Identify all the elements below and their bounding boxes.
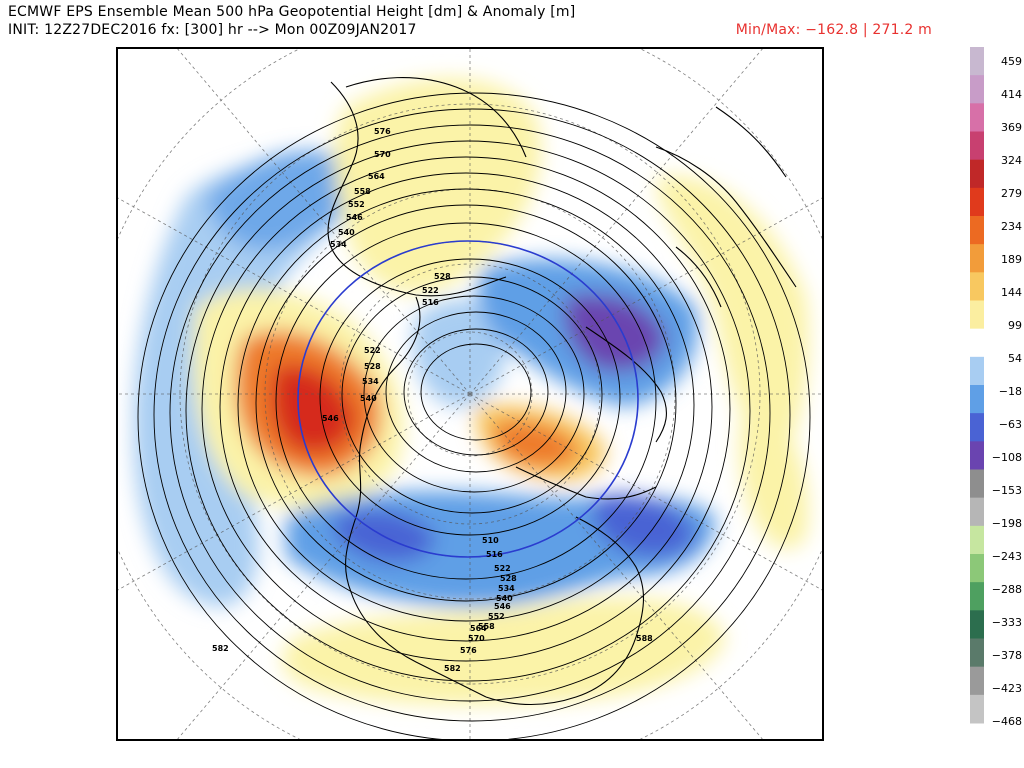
contour-label: 546 bbox=[494, 602, 511, 611]
colorbar-tick-label: −378 bbox=[992, 649, 1022, 662]
colorbar-swatch bbox=[970, 328, 984, 358]
contour-label: 528 bbox=[434, 272, 451, 281]
colorbar-swatch bbox=[970, 441, 984, 470]
contour-label: 528 bbox=[500, 574, 517, 583]
colorbar-tick-label: −153 bbox=[992, 484, 1022, 497]
contour-label: 552 bbox=[348, 200, 365, 209]
graticule bbox=[116, 47, 824, 741]
colorbar-swatch bbox=[970, 694, 984, 724]
colorbar-swatch bbox=[970, 216, 984, 245]
colorbar-tick-label: 189 bbox=[1001, 253, 1022, 266]
map-frame bbox=[116, 47, 824, 741]
colorbar-tick-label: 414 bbox=[1001, 88, 1022, 101]
colorbar-tick-label: 54 bbox=[1008, 352, 1022, 365]
contour-label: 522 bbox=[422, 286, 439, 295]
negative-anomaly-eurasia-core bbox=[564, 294, 666, 371]
colorbar-swatch bbox=[970, 554, 984, 583]
contour-label: 576 bbox=[460, 646, 477, 655]
colorbar-tick-label: −198 bbox=[992, 517, 1022, 530]
contour-label: 564 bbox=[368, 172, 385, 181]
contour-label: 582 bbox=[212, 644, 229, 653]
contour-label: 534 bbox=[330, 240, 347, 249]
contour-label: 510 bbox=[482, 536, 499, 545]
contour-label: 558 bbox=[354, 187, 371, 196]
contour-label: 540 bbox=[360, 394, 377, 403]
colorbar-tick-label: −18 bbox=[999, 385, 1022, 398]
colorbar-swatch bbox=[970, 385, 984, 414]
contour-label: 552 bbox=[488, 612, 505, 621]
colorbar-swatches bbox=[970, 47, 984, 724]
negative-anomaly-west bbox=[133, 155, 363, 608]
contour-label: 522 bbox=[494, 564, 511, 573]
contour-label: 540 bbox=[496, 594, 513, 603]
colorbar-swatch bbox=[970, 610, 984, 639]
colorbar-tick-label: −243 bbox=[992, 550, 1022, 563]
colorbar-tick-label: 324 bbox=[1001, 154, 1022, 167]
contour-label: 588 bbox=[636, 634, 653, 643]
colorbar-swatch bbox=[970, 187, 984, 217]
colorbar-tick-label: 99 bbox=[1008, 319, 1022, 332]
colorbar-swatch bbox=[970, 638, 984, 668]
contour-label: 582 bbox=[444, 664, 461, 673]
contour-label: 528 bbox=[364, 362, 381, 371]
negative-anomaly-atlantic-core bbox=[592, 494, 696, 557]
colorbar-swatch bbox=[970, 159, 984, 189]
colorbar-swatch bbox=[970, 666, 984, 696]
colorbar-swatch bbox=[970, 244, 984, 273]
positive-anomaly-pacific-core bbox=[271, 365, 356, 454]
colorbar-tick-label: 234 bbox=[1001, 220, 1022, 233]
negative-anomaly-central bbox=[413, 299, 507, 407]
contour-label: 570 bbox=[468, 634, 485, 643]
contour-label: 576 bbox=[374, 127, 391, 136]
init-forecast-line: INIT: 12Z27DEC2016 fx: [300] hr --> Mon … bbox=[8, 22, 417, 38]
colorbar-swatch bbox=[970, 413, 984, 442]
colorbar-swatch bbox=[970, 103, 984, 132]
colorbar-tick-label: −423 bbox=[992, 682, 1022, 695]
positive-anomaly-south bbox=[282, 597, 726, 705]
colorbar-tick-label: −288 bbox=[992, 583, 1022, 596]
contour-label: 558 bbox=[478, 622, 495, 631]
colorbar-tick-label: −108 bbox=[992, 451, 1022, 464]
contour-label: 564 bbox=[470, 624, 487, 633]
contour-label: 546 bbox=[322, 414, 339, 423]
colorbar-swatch bbox=[970, 272, 984, 301]
colorbar-swatch bbox=[970, 75, 984, 104]
colorbar-swatch bbox=[970, 300, 984, 330]
contour-label: 570 bbox=[374, 150, 391, 159]
positive-anomaly-east bbox=[739, 387, 809, 550]
colorbar-tick-label: 459 bbox=[1001, 55, 1022, 68]
contour-label: 540 bbox=[338, 228, 355, 237]
contour-labels: 576 570 564 558 552 546 540 534 528 522 … bbox=[212, 127, 653, 673]
highlight-contour bbox=[297, 240, 639, 558]
map-title: ECMWF EPS Ensemble Mean 500 hPa Geopoten… bbox=[8, 4, 576, 20]
negative-anomaly-northwest bbox=[206, 150, 358, 250]
colorbar-swatch bbox=[970, 497, 984, 527]
colorbar-swatch bbox=[970, 582, 984, 611]
contour-label: 516 bbox=[486, 550, 503, 559]
colorbar-labels: 459 414 369 324 279 234 189 144 99 54 −18 −63 −108 −1… bbox=[992, 55, 1022, 727]
colorbar-swatch bbox=[970, 525, 984, 555]
min-max-readout: Min/Max: −162.8 | 271.2 m bbox=[735, 22, 932, 38]
anomaly-colorbar: 459 414 369 324 279 234 189 144 99 54 −18 −63 −108 −1… bbox=[970, 47, 1022, 727]
contour-label: 546 bbox=[346, 213, 363, 222]
colorbar-swatch bbox=[970, 131, 984, 161]
colorbar-tick-label: 369 bbox=[1001, 121, 1022, 134]
contour-label: 522 bbox=[364, 346, 381, 355]
colorbar-swatch bbox=[970, 469, 984, 499]
colorbar-tick-label: −468 bbox=[992, 715, 1022, 727]
colorbar-swatch bbox=[970, 47, 984, 76]
colorbar-tick-label: −333 bbox=[992, 616, 1022, 629]
negative-anomaly-north-america-core bbox=[333, 509, 436, 562]
contour-label: 516 bbox=[422, 298, 439, 307]
polar-stereographic-map: 576 570 564 558 552 546 540 534 528 522 … bbox=[116, 47, 824, 741]
contour-label: 534 bbox=[498, 584, 515, 593]
colorbar-tick-label: 279 bbox=[1001, 187, 1022, 200]
contour-label: 534 bbox=[362, 377, 379, 386]
colorbar-tick-label: −63 bbox=[999, 418, 1022, 431]
colorbar-tick-label: 144 bbox=[1001, 286, 1022, 299]
height-contours bbox=[137, 92, 811, 741]
colorbar-swatch bbox=[970, 356, 984, 386]
